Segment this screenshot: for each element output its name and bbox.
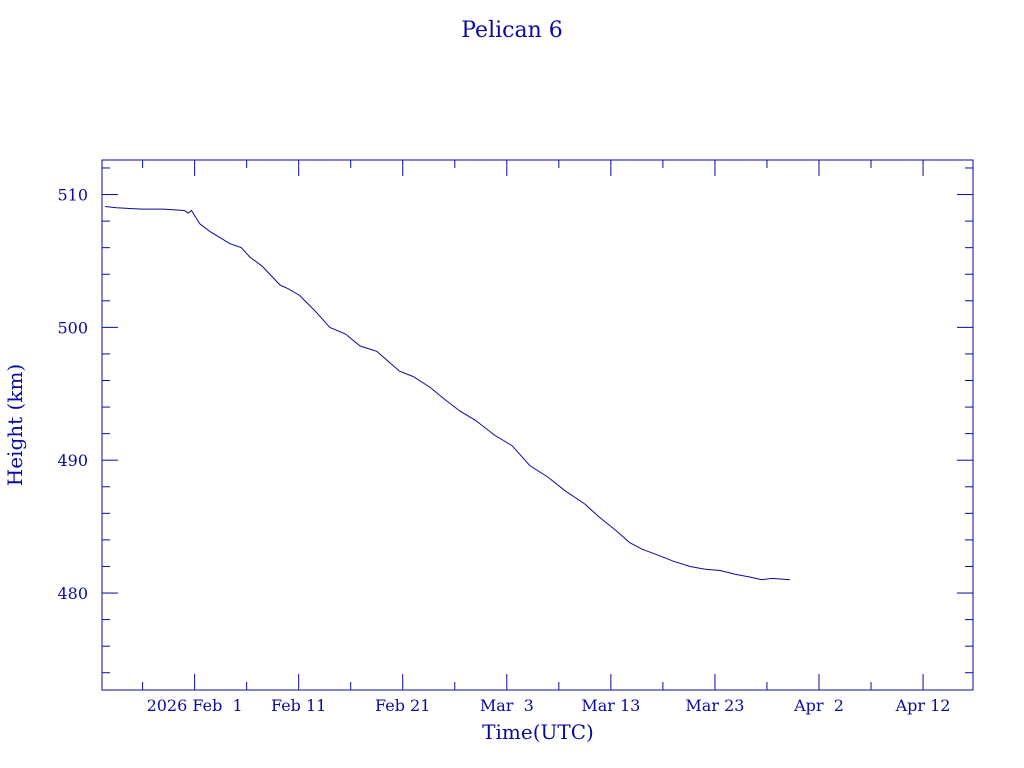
y-axis-label: Height (km) bbox=[3, 364, 27, 486]
y-tick-label: 500 bbox=[57, 318, 88, 337]
plot-frame bbox=[101, 159, 974, 691]
x-tick-label: Feb 11 bbox=[271, 696, 326, 715]
series-line bbox=[105, 206, 790, 581]
x-tick-label: Apr 12 bbox=[895, 696, 951, 715]
x-tick-label: Feb 21 bbox=[375, 696, 430, 715]
chart-title: Pelican 6 bbox=[461, 18, 563, 43]
x-tick-label: Apr 2 bbox=[793, 696, 844, 715]
y-tick-label: 510 bbox=[57, 186, 88, 205]
x-axis-label: Time(UTC) bbox=[482, 720, 594, 744]
x-tick-label: Mar 3 bbox=[480, 696, 534, 715]
y-tick-label: 480 bbox=[57, 584, 88, 603]
x-tick-label: Mar 13 bbox=[581, 696, 640, 715]
x-tick-label: 2026 Feb 1 bbox=[147, 696, 243, 715]
x-tick-label: Mar 23 bbox=[685, 696, 744, 715]
y-tick-label: 490 bbox=[57, 451, 88, 470]
